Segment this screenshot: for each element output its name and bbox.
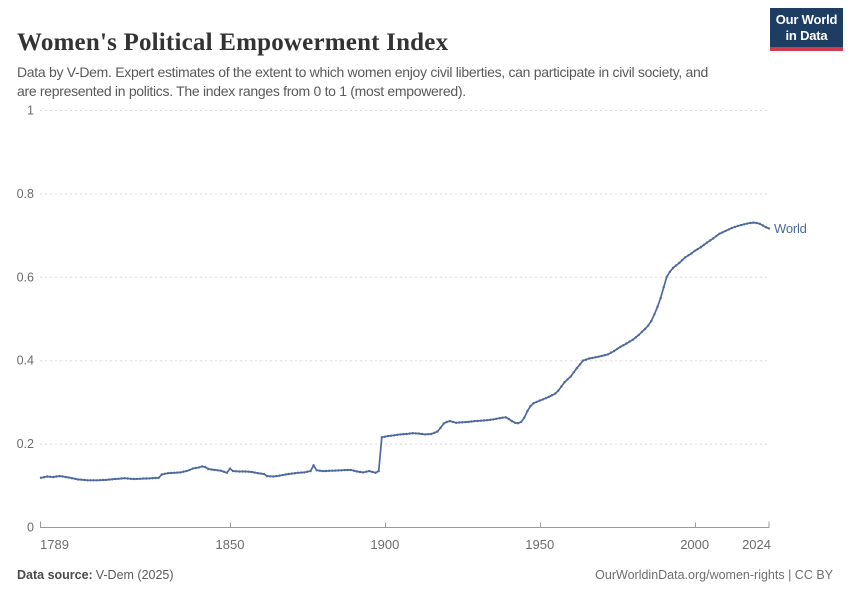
y-gridlines: [40, 110, 770, 445]
owid-logo-line2: in Data: [785, 28, 828, 43]
credit-link[interactable]: OurWorldinData.org/women-rights | CC BY: [595, 568, 833, 582]
y-tick-label: 1: [27, 104, 34, 118]
series-label-world[interactable]: World: [774, 221, 807, 236]
chart-subtitle: Data by V-Dem. Expert estimates of the e…: [17, 64, 708, 99]
series-world[interactable]: [40, 221, 770, 482]
data-source-value: V-Dem (2025): [95, 568, 174, 582]
y-tick-label: 0.6: [17, 270, 34, 284]
y-tick-label: 0.8: [17, 187, 34, 201]
y-tick-label: 0: [27, 521, 34, 535]
x-axis-labels: 1789 1850 1900 1950 2000 2024: [40, 537, 771, 552]
owid-logo[interactable]: Our World in Data: [770, 8, 843, 51]
data-source-label: Data source:: [17, 568, 93, 582]
y-tick-label: 0.2: [17, 437, 34, 451]
y-axis-labels: 0 0.2 0.4 0.6 0.8 1: [17, 104, 34, 535]
owid-logo-line1: Our World: [775, 12, 838, 27]
data-source: Data source: V-Dem (2025): [17, 568, 174, 582]
page-title: Women's Political Empowerment Index: [17, 28, 449, 56]
x-tick-label: 2000: [680, 537, 709, 552]
x-tick-label: 2024: [742, 537, 771, 552]
y-tick-label: 0.4: [17, 354, 34, 368]
x-tick-label: 1789: [40, 537, 69, 552]
x-tick-label: 1850: [216, 537, 245, 552]
x-tick-label: 1900: [370, 537, 399, 552]
x-axis: [40, 521, 770, 528]
world-data-points: [39, 221, 771, 482]
world-line[interactable]: [40, 221, 770, 482]
x-tick-label: 1950: [525, 537, 554, 552]
